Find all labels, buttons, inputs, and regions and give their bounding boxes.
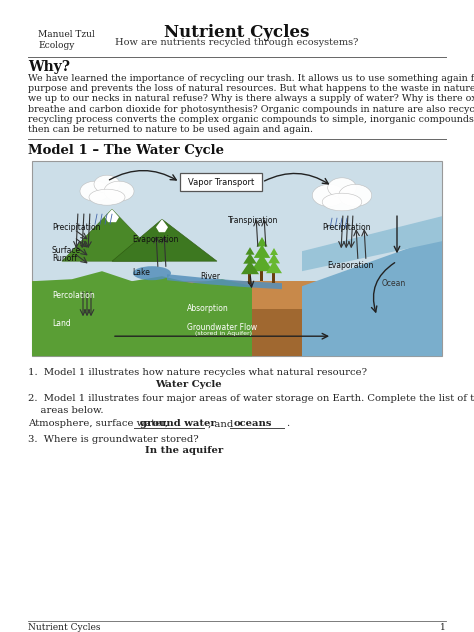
Text: Nutrient Cycles: Nutrient Cycles xyxy=(164,24,310,41)
Text: 1.  Model 1 illustrates how nature recycles what natural resource?: 1. Model 1 illustrates how nature recycl… xyxy=(28,368,367,377)
Text: Model 1 – The Water Cycle: Model 1 – The Water Cycle xyxy=(28,144,224,157)
Bar xyxy=(32,161,442,356)
Polygon shape xyxy=(270,248,278,255)
Text: purpose and prevents the loss of natural resources. But what happens to the wast: purpose and prevents the loss of natural… xyxy=(28,84,474,93)
Polygon shape xyxy=(266,260,282,273)
Polygon shape xyxy=(302,216,442,271)
Text: Precipitation: Precipitation xyxy=(52,223,100,232)
Text: Atmosphere, surface water,: Atmosphere, surface water, xyxy=(28,419,171,428)
Polygon shape xyxy=(167,274,282,289)
Text: Transpiration: Transpiration xyxy=(228,216,278,225)
Text: breathe and carbon dioxide for photosynthesis? Organic compounds in nature are a: breathe and carbon dioxide for photosynt… xyxy=(28,105,474,114)
Ellipse shape xyxy=(339,185,372,207)
Text: Absorption: Absorption xyxy=(187,304,229,313)
Ellipse shape xyxy=(322,193,362,211)
Text: Evaporation: Evaporation xyxy=(132,235,178,244)
Bar xyxy=(32,281,442,356)
Text: Surface: Surface xyxy=(52,246,81,255)
Text: How are nutrients recycled through ecosystems?: How are nutrients recycled through ecosy… xyxy=(115,38,359,47)
Text: Precipitation: Precipitation xyxy=(322,223,371,232)
Text: Nutrient Cycles: Nutrient Cycles xyxy=(28,623,100,632)
Text: .: . xyxy=(286,419,289,428)
Polygon shape xyxy=(112,219,217,261)
Bar xyxy=(32,309,442,356)
Ellipse shape xyxy=(133,266,171,280)
Text: Percolation: Percolation xyxy=(52,291,95,300)
Polygon shape xyxy=(62,209,162,261)
Polygon shape xyxy=(246,247,255,255)
Text: Lake: Lake xyxy=(132,268,150,277)
Text: areas below.: areas below. xyxy=(28,406,103,415)
Bar xyxy=(180,173,262,191)
Ellipse shape xyxy=(328,178,356,198)
Text: (stored in Aquifer): (stored in Aquifer) xyxy=(195,331,252,336)
Text: Manuel Tzul: Manuel Tzul xyxy=(38,30,95,39)
Text: we up to our necks in natural refuse? Why is there always a supply of water? Why: we up to our necks in natural refuse? Wh… xyxy=(28,94,474,104)
Text: Groundwater Flow: Groundwater Flow xyxy=(187,323,257,332)
Bar xyxy=(261,271,264,281)
Text: Water Cycle: Water Cycle xyxy=(155,380,222,389)
Text: 2.  Model 1 illustrates four major areas of water storage on Earth. Complete the: 2. Model 1 illustrates four major areas … xyxy=(28,394,474,403)
Polygon shape xyxy=(105,209,119,222)
Ellipse shape xyxy=(89,189,125,205)
Ellipse shape xyxy=(80,181,110,201)
Text: Ocean: Ocean xyxy=(382,279,406,288)
Text: Vapor Transport: Vapor Transport xyxy=(188,178,254,186)
Text: Why?: Why? xyxy=(28,60,70,74)
Ellipse shape xyxy=(104,181,134,201)
Text: Runoff: Runoff xyxy=(52,254,77,263)
Bar xyxy=(273,273,275,283)
Polygon shape xyxy=(243,253,257,264)
Text: 3.  Where is groundwater stored?: 3. Where is groundwater stored? xyxy=(28,435,199,444)
Polygon shape xyxy=(156,219,168,232)
Text: River: River xyxy=(200,272,220,281)
Text: , and: , and xyxy=(208,419,237,428)
Text: recycling process converts the complex organic compounds to simple, inorganic co: recycling process converts the complex o… xyxy=(28,115,474,124)
Polygon shape xyxy=(302,236,442,356)
Polygon shape xyxy=(256,237,267,246)
Polygon shape xyxy=(251,254,273,271)
Ellipse shape xyxy=(94,175,120,193)
Text: Evaporation: Evaporation xyxy=(327,261,374,270)
Polygon shape xyxy=(32,271,252,356)
Text: We have learned the importance of recycling our trash. It allows us to use somet: We have learned the importance of recycl… xyxy=(28,74,474,83)
Text: Ecology: Ecology xyxy=(38,41,74,50)
Text: then can be returned to nature to be used again and again.: then can be returned to nature to be use… xyxy=(28,125,313,134)
Ellipse shape xyxy=(312,185,345,207)
Polygon shape xyxy=(254,245,270,258)
Text: In the aquifer: In the aquifer xyxy=(145,446,223,455)
Bar xyxy=(248,274,252,284)
Text: ground water: ground water xyxy=(140,419,216,428)
Text: 1: 1 xyxy=(440,623,446,632)
Polygon shape xyxy=(241,260,259,274)
Text: Land: Land xyxy=(52,319,71,328)
Polygon shape xyxy=(268,253,280,264)
Text: oceans: oceans xyxy=(234,419,273,428)
